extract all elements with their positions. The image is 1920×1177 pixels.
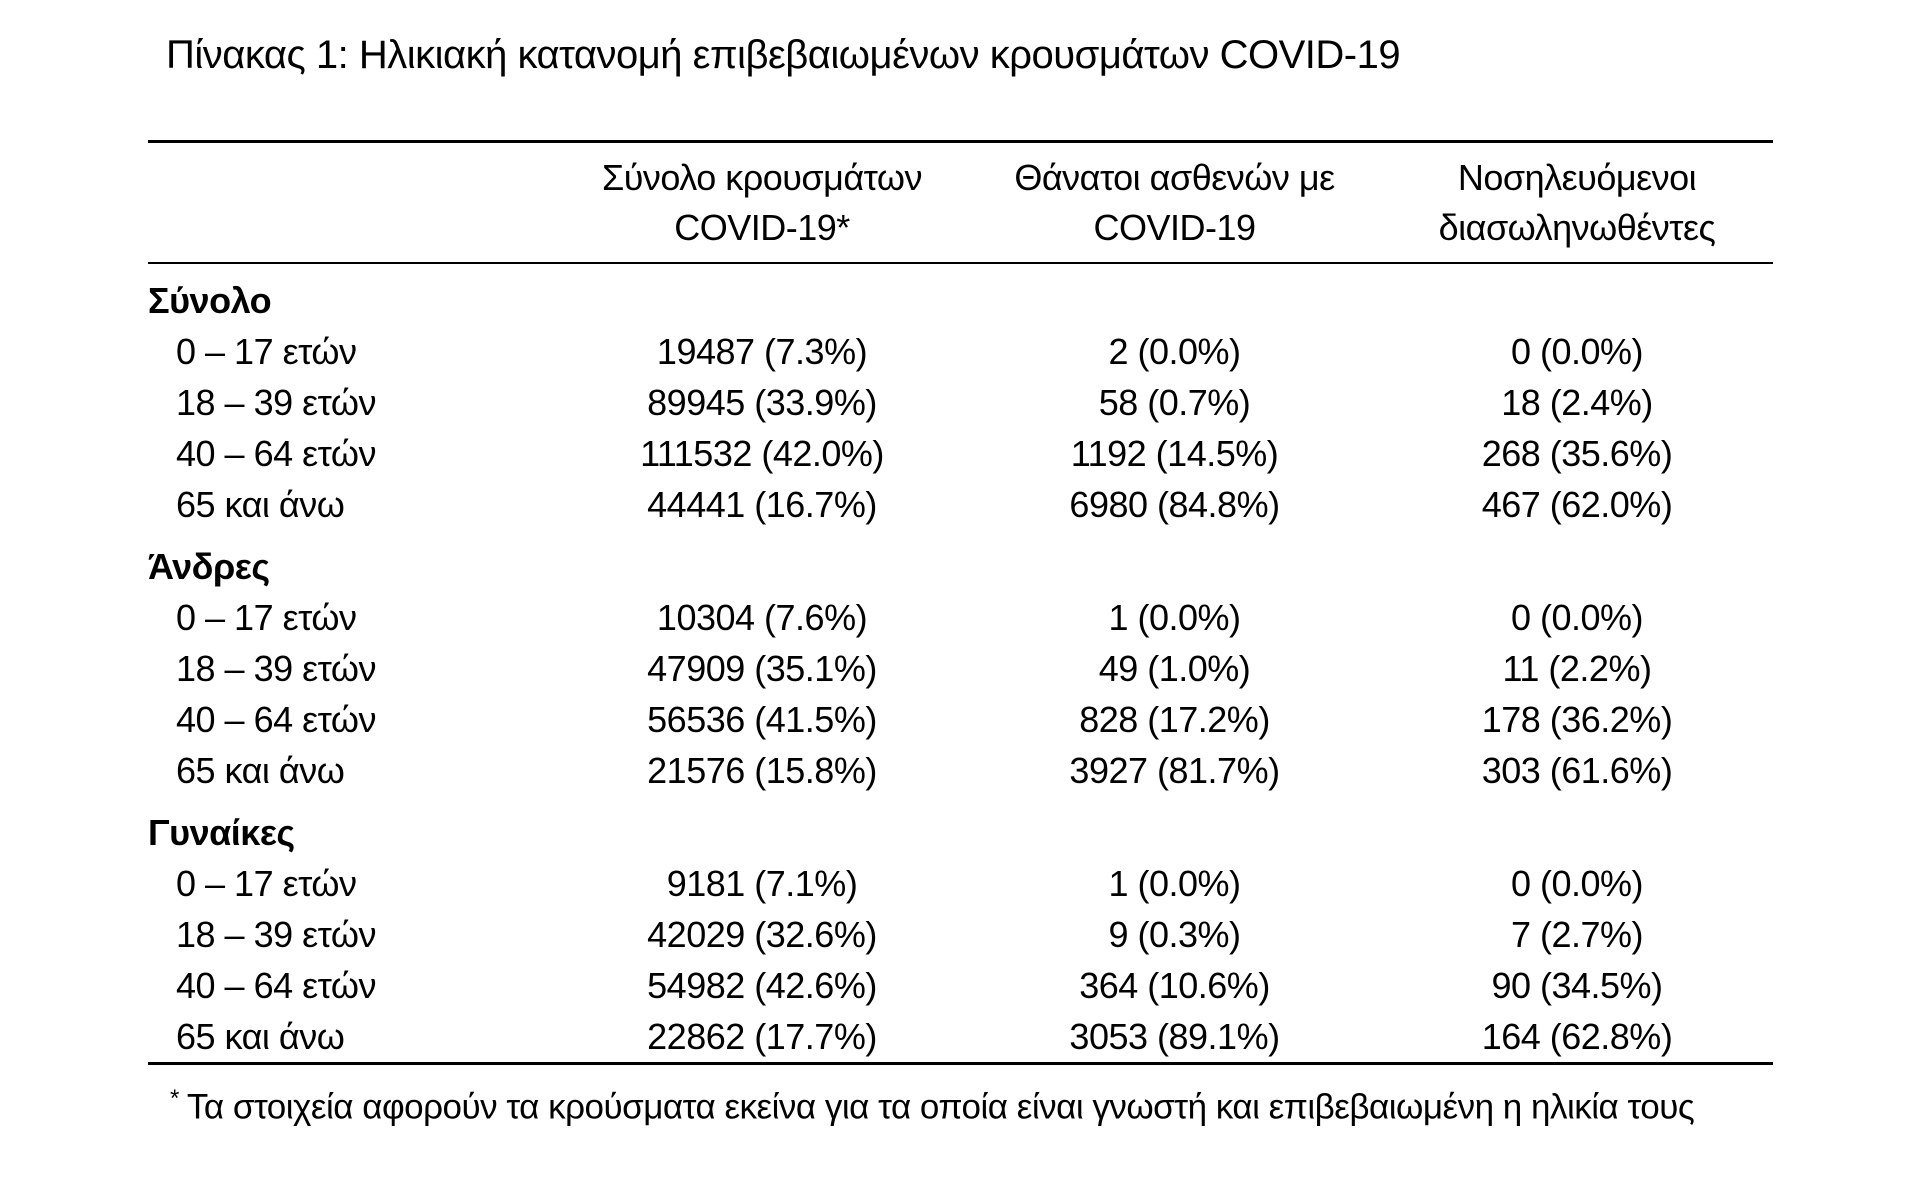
age-label: 65 και άνω	[176, 484, 345, 525]
age-label: 40 – 64 ετών	[176, 699, 376, 740]
cell-cases: 19487 (7.3%)	[656, 331, 868, 372]
age-label: 40 – 64 ετών	[176, 965, 376, 1006]
table-row: 0 – 17 ετών 10304 (7.6%) 1 (0.0%) 0 (0.0…	[148, 592, 1773, 643]
column-header-line: Θάνατοι ασθενών με	[1014, 157, 1335, 198]
table-row: 40 – 64 ετών 111532 (42.0%) 1192 (14.5%)…	[148, 428, 1773, 479]
cell-deaths: 1 (0.0%)	[1108, 597, 1241, 638]
column-header-line: Νοσηλευόμενοι	[1457, 157, 1697, 198]
column-header-intubated: Νοσηλευόμενοι διασωληνωθέντες	[1381, 153, 1773, 253]
cell-deaths: 6980 (84.8%)	[1069, 484, 1280, 525]
age-label: 65 και άνω	[176, 750, 345, 791]
cell-intubated: 178 (36.2%)	[1481, 699, 1673, 740]
cell-intubated: 268 (35.6%)	[1481, 433, 1673, 474]
column-header-total-cases: Σύνολο κρουσμάτων COVID-19*	[556, 153, 968, 253]
table-header-row: Σύνολο κρουσμάτων COVID-19* Θάνατοι ασθε…	[148, 143, 1773, 264]
table-row: 65 και άνω 22862 (17.7%) 3053 (89.1%) 16…	[148, 1011, 1773, 1062]
section-label-women: Γυναίκες	[148, 812, 295, 853]
age-label: 18 – 39 ετών	[176, 382, 376, 423]
cell-intubated: 7 (2.7%)	[1510, 914, 1644, 955]
cell-cases: 47909 (35.1%)	[647, 648, 877, 689]
cell-deaths: 1 (0.0%)	[1108, 863, 1241, 904]
cell-intubated: 303 (61.6%)	[1481, 750, 1673, 791]
cell-cases: 44441 (16.7%)	[647, 484, 877, 525]
cell-deaths: 828 (17.2%)	[1079, 699, 1270, 740]
table-row: 18 – 39 ετών 89945 (33.9%) 58 (0.7%) 18 …	[148, 377, 1773, 428]
cell-cases: 21576 (15.8%)	[647, 750, 877, 791]
cell-cases: 10304 (7.6%)	[656, 597, 868, 638]
cell-intubated: 18 (2.4%)	[1501, 382, 1653, 423]
table-row: 65 και άνω 44441 (16.7%) 6980 (84.8%) 46…	[148, 479, 1773, 530]
table-row: 18 – 39 ετών 42029 (32.6%) 9 (0.3%) 7 (2…	[148, 909, 1773, 960]
footnote-asterisk-marker: *	[170, 1085, 179, 1112]
age-label: 18 – 39 ετών	[176, 914, 376, 955]
cell-deaths: 3053 (89.1%)	[1069, 1016, 1280, 1057]
cell-deaths: 49 (1.0%)	[1098, 648, 1251, 689]
cell-deaths: 58 (0.7%)	[1098, 382, 1251, 423]
age-label: 0 – 17 ετών	[176, 863, 357, 904]
cell-deaths: 9 (0.3%)	[1108, 914, 1241, 955]
cell-intubated: 0 (0.0%)	[1510, 863, 1644, 904]
column-header-line: COVID-19	[1093, 207, 1256, 248]
cell-intubated: 0 (0.0%)	[1510, 597, 1644, 638]
table-row: 0 – 17 ετών 19487 (7.3%) 2 (0.0%) 0 (0.0…	[148, 326, 1773, 377]
age-label: 40 – 64 ετών	[176, 433, 376, 474]
cell-intubated: 0 (0.0%)	[1510, 331, 1644, 372]
age-label: 18 – 39 ετών	[176, 648, 376, 689]
cell-cases: 56536 (41.5%)	[647, 699, 877, 740]
cell-deaths: 364 (10.6%)	[1079, 965, 1270, 1006]
table-row: 18 – 39 ετών 47909 (35.1%) 49 (1.0%) 11 …	[148, 643, 1773, 694]
column-header-line: Σύνολο κρουσμάτων	[601, 157, 923, 198]
footnote-text: Τα στοιχεία αφορούν τα κρούσματα εκείνα …	[186, 1087, 1695, 1127]
age-label: 65 και άνω	[176, 1016, 345, 1057]
table-row: 40 – 64 ετών 54982 (42.6%) 364 (10.6%) 9…	[148, 960, 1773, 1011]
cell-cases: 111532 (42.0%)	[640, 433, 884, 474]
cell-cases: 54982 (42.6%)	[647, 965, 877, 1006]
table-row: 40 – 64 ετών 56536 (41.5%) 828 (17.2%) 1…	[148, 694, 1773, 745]
column-header-deaths: Θάνατοι ασθενών με COVID-19	[968, 153, 1381, 253]
age-label: 0 – 17 ετών	[176, 597, 357, 638]
cell-deaths: 1192 (14.5%)	[1070, 433, 1279, 474]
column-header-empty	[148, 153, 556, 253]
table-row: 65 και άνω 21576 (15.8%) 3927 (81.7%) 30…	[148, 745, 1773, 796]
footnote: * Τα στοιχεία αφορούν τα κρούσματα εκείνα…	[148, 1065, 1773, 1132]
column-header-line: διασωληνωθέντες	[1438, 207, 1716, 248]
table-body: Σύνολο 0 – 17 ετών 19487 (7.3%) 2 (0.0%)…	[148, 264, 1773, 1065]
cell-deaths: 3927 (81.7%)	[1069, 750, 1280, 791]
column-header-line: COVID-19*	[674, 207, 850, 248]
cell-cases: 22862 (17.7%)	[647, 1016, 877, 1057]
age-label: 0 – 17 ετών	[176, 331, 357, 372]
cell-intubated: 11 (2.2%)	[1502, 648, 1652, 689]
cell-cases: 89945 (33.9%)	[647, 382, 877, 423]
cell-intubated: 90 (34.5%)	[1491, 965, 1663, 1006]
table-row: 0 – 17 ετών 9181 (7.1%) 1 (0.0%) 0 (0.0%…	[148, 858, 1773, 909]
cell-cases: 9181 (7.1%)	[666, 863, 858, 904]
table-title: Πίνακας 1: Ηλικιακή κατανομή επιβεβαιωμέ…	[165, 33, 1401, 77]
cell-deaths: 2 (0.0%)	[1108, 331, 1241, 372]
section-label-total: Σύνολο	[148, 280, 272, 321]
section-label-men: Άνδρες	[148, 546, 270, 587]
cell-intubated: 467 (62.0%)	[1481, 484, 1673, 525]
cell-intubated: 164 (62.8%)	[1481, 1016, 1673, 1057]
cell-cases: 42029 (32.6%)	[647, 914, 877, 955]
covid-age-table: Σύνολο κρουσμάτων COVID-19* Θάνατοι ασθε…	[148, 140, 1773, 1132]
